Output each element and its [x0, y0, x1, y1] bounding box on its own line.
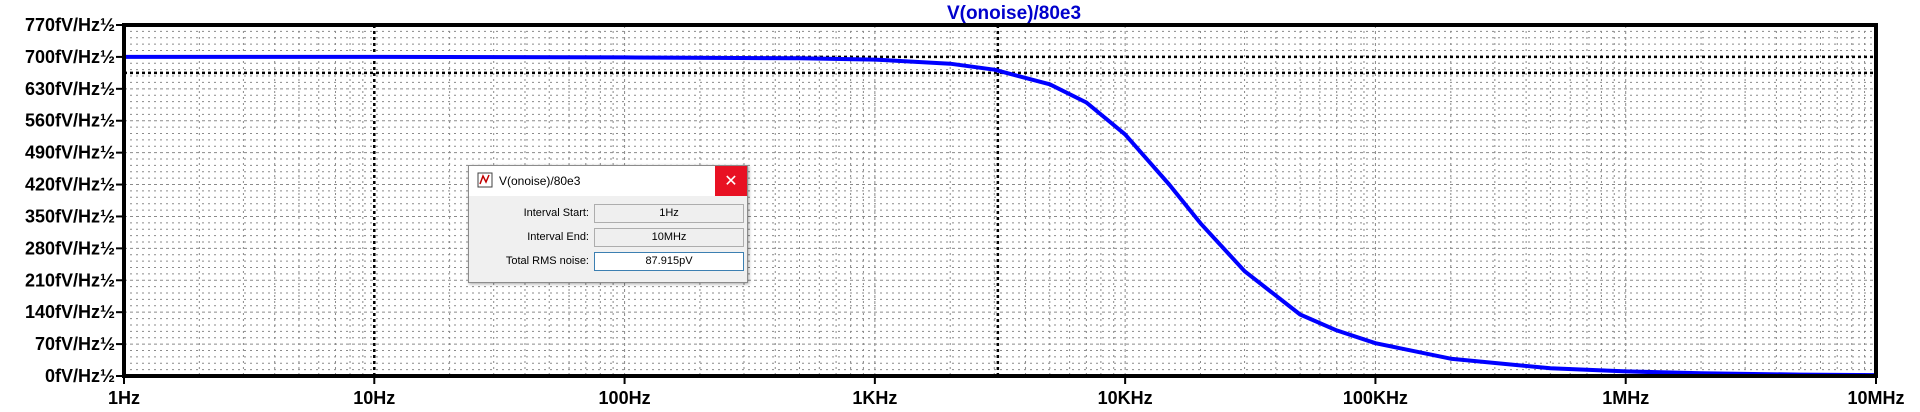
total-rms-noise-field[interactable]: 87.915pV [594, 252, 744, 271]
series-point [1299, 313, 1301, 315]
y-tick-label: 350fV/Hz½ [25, 206, 115, 226]
x-tick-label: 10KHz [1098, 388, 1153, 408]
x-tick-label: 1KHz [852, 388, 897, 408]
y-tick-label: 140fV/Hz½ [25, 302, 115, 322]
y-tick-label: 210fV/Hz½ [25, 270, 115, 290]
x-tick-label: 1Hz [108, 388, 140, 408]
series-point [1049, 83, 1051, 85]
interval-end-field[interactable]: 10MHz [594, 228, 744, 247]
series-point [1199, 222, 1201, 224]
dialog-title: V(onoise)/80e3 [499, 174, 581, 188]
total-rms-noise-row: Total RMS noise: 87.915pV [469, 252, 747, 272]
series-line [122, 54, 1878, 378]
plot-grid [124, 25, 1876, 376]
y-tick-label: 420fV/Hz½ [25, 175, 115, 195]
y-tick-label: 630fV/Hz½ [25, 79, 115, 99]
series-point [1244, 270, 1246, 272]
series-point [949, 63, 951, 65]
interval-end-label: Interval End: [527, 231, 589, 243]
x-tick-label: 100Hz [599, 388, 651, 408]
ltspice-app-icon [477, 172, 493, 188]
series-point [1700, 372, 1702, 374]
series-point [799, 57, 801, 59]
series-layer [122, 54, 1878, 378]
close-icon: ✕ [724, 171, 738, 190]
y-tick-label: 70fV/Hz½ [35, 334, 115, 354]
x-tick-label: 1MHz [1602, 388, 1649, 408]
interval-start-field[interactable]: 1Hz [594, 204, 744, 223]
series-point [624, 56, 626, 58]
x-axis-ticks: 1Hz 10Hz 100Hz 1KHz 10KHz 100KHz 1MHz 10MHz [108, 376, 1905, 408]
rms-noise-dialog[interactable]: V(onoise)/80e3 ✕ Interval Start: 1Hz Int… [468, 165, 748, 283]
y-tick-label: 560fV/Hz½ [25, 111, 115, 131]
series-point [1625, 370, 1627, 372]
series-point [874, 59, 876, 61]
y-tick-label: 770fV/Hz½ [25, 15, 115, 35]
y-tick-label: 490fV/Hz½ [25, 143, 115, 163]
series-point [993, 69, 995, 71]
series-point [1450, 358, 1452, 360]
y-tick-label: 0fV/Hz½ [45, 366, 115, 386]
interval-start-label: Interval Start: [523, 207, 589, 219]
y-axis-ticks: 770fV/Hz½ 700fV/Hz½ 630fV/Hz½ 560fV/Hz½ 490f… [25, 15, 124, 386]
series-point [1336, 329, 1338, 331]
series-point [1549, 367, 1551, 369]
x-tick-label: 10Hz [353, 388, 395, 408]
close-button[interactable]: ✕ [715, 166, 747, 196]
interval-end-row: Interval End: 10MHz [469, 228, 747, 248]
series-point [1124, 133, 1126, 135]
y-tick-label: 280fV/Hz½ [25, 238, 115, 258]
series-point [1374, 342, 1376, 344]
series-point [1085, 101, 1087, 103]
y-tick-label: 700fV/Hz½ [25, 47, 115, 67]
series-point [373, 56, 375, 58]
dialog-titlebar[interactable]: V(onoise)/80e3 ✕ [469, 166, 747, 196]
x-tick-label: 10MHz [1847, 388, 1904, 408]
cursor-lines[interactable] [124, 25, 1876, 376]
series-point [1168, 184, 1170, 186]
interval-start-row: Interval Start: 1Hz [469, 204, 747, 224]
total-rms-noise-label: Total RMS noise: [505, 255, 589, 267]
trace-title[interactable]: V(onoise)/80e3 [947, 3, 1081, 24]
plot-frame [122, 23, 1878, 378]
x-tick-label: 100KHz [1343, 388, 1408, 408]
